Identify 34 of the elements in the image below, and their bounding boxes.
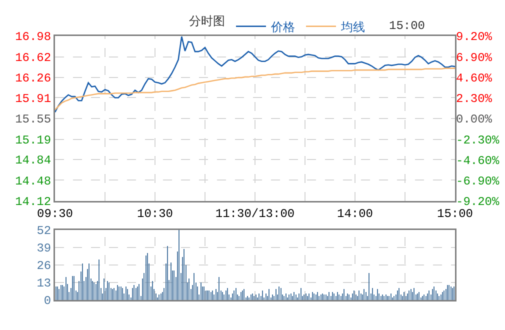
y-tick-label: 0 xyxy=(44,294,52,308)
x-tick-label: 15:00 xyxy=(436,206,474,221)
y-tick-label: 13 xyxy=(36,276,52,291)
y-tick-label: 16.62 xyxy=(15,50,52,65)
x-tick-label: 09:30 xyxy=(36,206,74,221)
x-tick-label: 10:30 xyxy=(136,206,174,221)
y2-tick-label: -4.60% xyxy=(456,154,500,168)
x-tick-label: 11:30/13:00 xyxy=(215,206,295,221)
line-series xyxy=(55,36,455,113)
y-tick-label: 52 xyxy=(36,224,52,238)
y-tick-label: 39 xyxy=(36,242,52,256)
y-tick-label: 14.48 xyxy=(15,174,52,188)
y-tick-label: 15.91 xyxy=(15,92,52,106)
y-tick-label: 16.26 xyxy=(15,72,52,86)
x-tick-label: 14:00 xyxy=(336,206,374,221)
y2-tick-label: -6.90% xyxy=(456,174,500,189)
text: 15:00 xyxy=(389,19,426,33)
line-series xyxy=(55,68,455,110)
y-tick-label: 15.19 xyxy=(15,133,52,148)
y-tick-label: 14.84 xyxy=(15,154,52,168)
y2-tick-label: 6.90% xyxy=(456,50,493,65)
legend-label: 均线 xyxy=(340,20,365,34)
y2-tick-label: 9.20% xyxy=(456,30,493,44)
y-tick-label: 16.98 xyxy=(15,30,52,44)
y2-tick-label: 4.60% xyxy=(456,71,493,86)
chart-title: 分时图 xyxy=(189,14,225,28)
y2-tick-label: 2.30% xyxy=(456,92,493,106)
y-tick-label: 26 xyxy=(36,259,52,274)
y2-tick-label: -2.30% xyxy=(456,133,500,148)
legend-label: 价格 xyxy=(270,20,295,34)
y2-tick-label: 0.00% xyxy=(456,112,493,127)
y-tick-label: 14.12 xyxy=(15,195,52,210)
y-tick-label: 15.55 xyxy=(15,112,52,127)
y2-tick-label: -9.20% xyxy=(456,195,500,210)
